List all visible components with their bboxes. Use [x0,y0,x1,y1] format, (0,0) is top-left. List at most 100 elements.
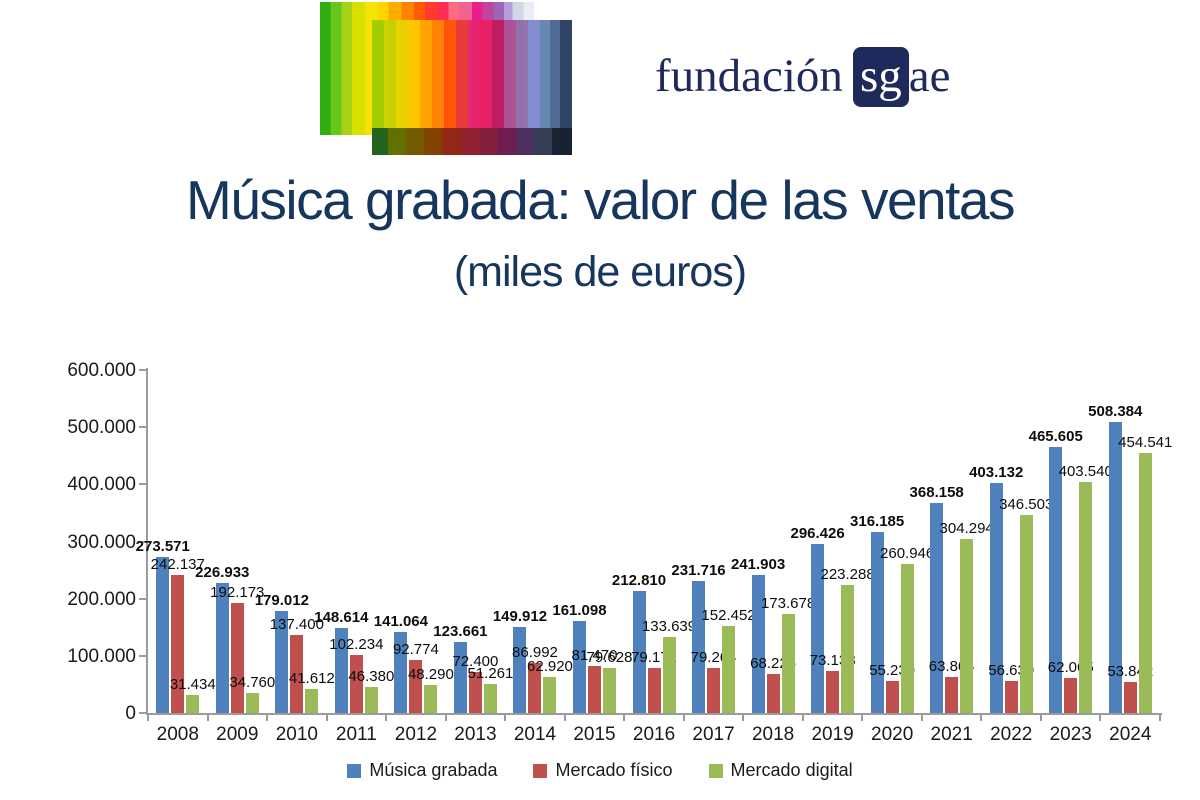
bar-mercado-físico-2011: 102.234 [329,636,383,713]
year-group-2015: 161.098 81.470 79.628 [552,370,632,713]
y-axis-line [146,368,148,715]
x-axis-label-2013: 2013 [454,724,497,745]
bar-mercado-físico-2018: 68.225 [750,656,796,713]
bar-mercado-digital-2017: 152.452 [701,607,756,713]
bar-mercado-digital-2020: 260.946 [880,545,934,713]
bar-mercado-digital-2008: 31.434 [170,677,216,713]
value-label: 41.612 [288,670,335,688]
bar-música-grabada-2017: 231.716 [671,562,726,713]
x-axis-tick [623,715,626,721]
year-group-2014: 149.912 86.992 62.920 [493,370,573,713]
year-group-2022: 403.132 56.630 346.503 [969,370,1053,713]
legend-swatch-icon [708,763,723,778]
bar-mercado-digital-2021: 304.294 [940,521,994,713]
x-axis-label-2008: 2008 [156,724,199,745]
x-axis-label-2019: 2019 [811,724,854,745]
x-axis-tick [1039,715,1042,721]
bar-música-grabada-2015: 161.098 [552,602,607,713]
x-axis-label-2016: 2016 [632,724,676,745]
page-title: Música grabada: valor de las ventas [186,169,1015,231]
value-label: 81.470 [571,647,618,665]
value-label: 102.234 [329,635,384,653]
x-axis-label-2012: 2012 [394,724,438,745]
bar-mercado-físico-2021: 63.864 [929,658,975,713]
value-label: 212.810 [611,572,667,590]
x-axis-tick [980,715,983,721]
year-group-2021: 368.158 63.864 304.294 [910,370,994,713]
value-label: 123.661 [433,623,488,641]
x-axis-label-2022: 2022 [990,724,1033,745]
bar-mercado-digital-2009: 34.760 [229,675,275,713]
value-label: 141.064 [373,613,429,631]
year-group-2017: 231.716 79.264 152.452 [671,370,756,713]
x-axis-label-2023: 2023 [1049,724,1092,745]
bar-mercado-digital-2014: 62.920 [527,659,573,713]
year-group-2018: 241.903 68.225 173.678 [731,370,815,713]
bar-música-grabada-2019: 296.426 [790,525,845,713]
x-axis-label-2011: 2011 [335,724,377,745]
wordmark-suffix: ae [908,50,951,102]
legend-swatch-icon [347,763,362,778]
x-axis-tick [742,715,745,721]
bar-música-grabada-2022: 403.132 [969,464,1023,713]
bar-música-grabada-2011: 148.614 [314,610,368,713]
y-axis-tick-label: 500.000 [67,417,136,439]
x-axis-tick [920,715,923,721]
value-label: 133.639 [641,617,697,635]
value-label: 149.912 [492,608,548,626]
x-axis-tick [861,715,864,721]
value-label: 241.903 [730,555,786,573]
bar-mercado-físico-2022: 56.630 [988,662,1034,713]
value-label: 231.716 [671,561,726,579]
value-label: 403.540 [1058,463,1113,481]
value-label: 51.261 [467,664,514,682]
bar-música-grabada-2018: 241.903 [731,556,785,713]
bar-mercado-físico-2024: 53.842 [1107,664,1153,713]
year-group-2008: 273.571 242.137 31.434 [136,370,216,713]
bar-mercado-digital-2011: 46.380 [348,668,394,713]
logo-stripes-dark-icon [372,128,572,155]
value-label: 192.173 [210,584,265,602]
x-axis-label-2024: 2024 [1109,724,1152,745]
year-group-2020: 316.185 55.239 260.946 [850,370,934,713]
bar-mercado-físico-2016: 79.171 [631,649,677,713]
x-axis-tick [147,715,149,721]
year-group-2016: 212.810 79.171 133.639 [612,370,696,713]
x-axis-label-2015: 2015 [573,724,616,745]
bar-mercado-físico-2014: 86.992 [512,645,558,713]
bar-mercado-digital-2023: 403.540 [1059,464,1113,713]
value-label: 34.760 [229,674,276,692]
bar-mercado-digital-2016: 133.639 [642,618,696,713]
bar-mercado-físico-2023: 62.065 [1048,659,1094,713]
x-axis-tick [1099,715,1102,721]
bar-música-grabada-2009: 226.933 [195,565,249,713]
year-group-2013: 123.661 72.400 51.261 [433,370,513,713]
bar-mercado-físico-2012: 92.774 [393,642,439,713]
bar-mercado-físico-2019: 73.138 [810,653,856,713]
bar-mercado-digital-2015: 79.628 [587,649,632,713]
bar-música-grabada-2016: 212.810 [612,573,666,713]
value-label: 161.098 [552,601,607,619]
y-axis-tick [139,369,147,371]
x-axis-tick [682,715,685,721]
x-axis-tick [563,715,566,721]
x-axis-label-2010: 2010 [275,724,318,745]
bar-mercado-digital-2010: 41.612 [289,671,335,713]
bar-música-grabada-2013: 123.661 [433,624,488,713]
bar-música-grabada-2012: 141.064 [374,614,428,713]
y-axis-tick [139,540,147,543]
plot-area: 273.571 242.137 31.434 226.933 192.173 34.760… [136,370,1172,713]
bar-música-grabada-2008: 273.571 [136,538,190,713]
bar-música-grabada-2024: 508.384 [1088,404,1142,713]
bar-música-grabada-2020: 316.185 [850,514,904,713]
bar-música-grabada-2014: 149.912 [493,609,547,713]
y-axis-tick-label: 300.000 [67,531,136,553]
value-label: 152.452 [701,606,756,624]
value-label: 454.541 [1118,434,1173,452]
bar-música-grabada-2010: 179.012 [255,592,309,713]
bar-mercado-digital-2018: 173.678 [761,595,815,713]
year-group-2011: 148.614 102.234 46.380 [314,370,394,713]
wordmark-sg-box: sg [852,47,909,107]
bar-música-grabada-2023: 465.605 [1029,428,1083,713]
